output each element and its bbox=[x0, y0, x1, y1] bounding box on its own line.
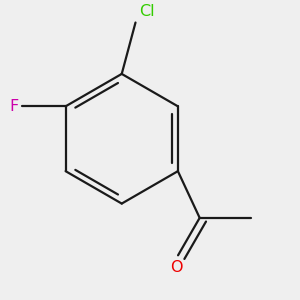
Text: F: F bbox=[10, 99, 19, 114]
Text: Cl: Cl bbox=[139, 4, 154, 19]
Text: O: O bbox=[170, 260, 183, 275]
